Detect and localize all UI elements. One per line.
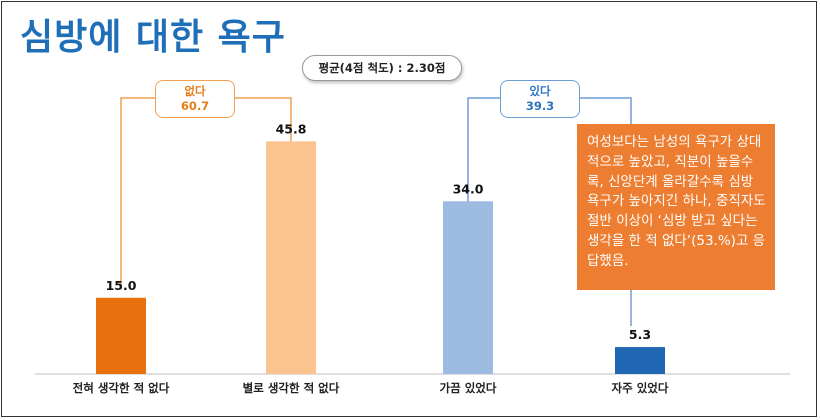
category-label: 가끔 있었다 [440, 381, 497, 395]
group-box-no: 없다 60.7 [155, 80, 235, 118]
bar-4 [615, 347, 665, 374]
group-bracket-no [120, 97, 155, 289]
slide-title: 심방에 대한 욕구 [20, 17, 286, 58]
group-yes-label: 있다 [529, 84, 551, 98]
bar-1 [96, 297, 146, 374]
bar-value-label: 5.3 [629, 327, 651, 342]
group-yes-value: 39.3 [525, 99, 555, 113]
bar-value-label: 15.0 [106, 278, 137, 293]
category-label: 별로 생각한 적 없다 [243, 381, 340, 395]
group-box-yes: 있다 39.3 [500, 80, 580, 118]
bar-3 [443, 201, 493, 374]
average-note-pill: 평균(4점 척도) : 2.30점 [302, 55, 462, 81]
category-label: 자주 있었다 [612, 381, 669, 395]
bars-layer: 15.0 전혀 생각한 적 없다 45.8 별로 생각한 적 없다 34.0 가끔 있었다… [73, 121, 669, 395]
bar-value-label: 34.0 [453, 181, 484, 196]
callout-text: 여성보다는 남성의 욕구가 상대적으로 높았고, 직분이 높을수록, 신앙단계 … [587, 134, 766, 269]
group-bracket-no-right [235, 97, 292, 150]
group-no-value: 60.7 [180, 99, 210, 113]
group-bracket-yes [467, 97, 500, 202]
callout-note: 여성보다는 남성의 욕구가 상대적으로 높았고, 직분이 높을수록, 신앙단계 … [577, 124, 775, 290]
average-note-text: 평균(4점 척도) : 2.30점 [318, 61, 446, 75]
group-no-label: 없다 [184, 84, 206, 98]
bar-2 [266, 141, 316, 374]
category-label: 전혀 생각한 적 없다 [73, 381, 170, 395]
bar-value-label: 45.8 [276, 121, 307, 136]
group-bracket-yes-right [580, 97, 632, 124]
